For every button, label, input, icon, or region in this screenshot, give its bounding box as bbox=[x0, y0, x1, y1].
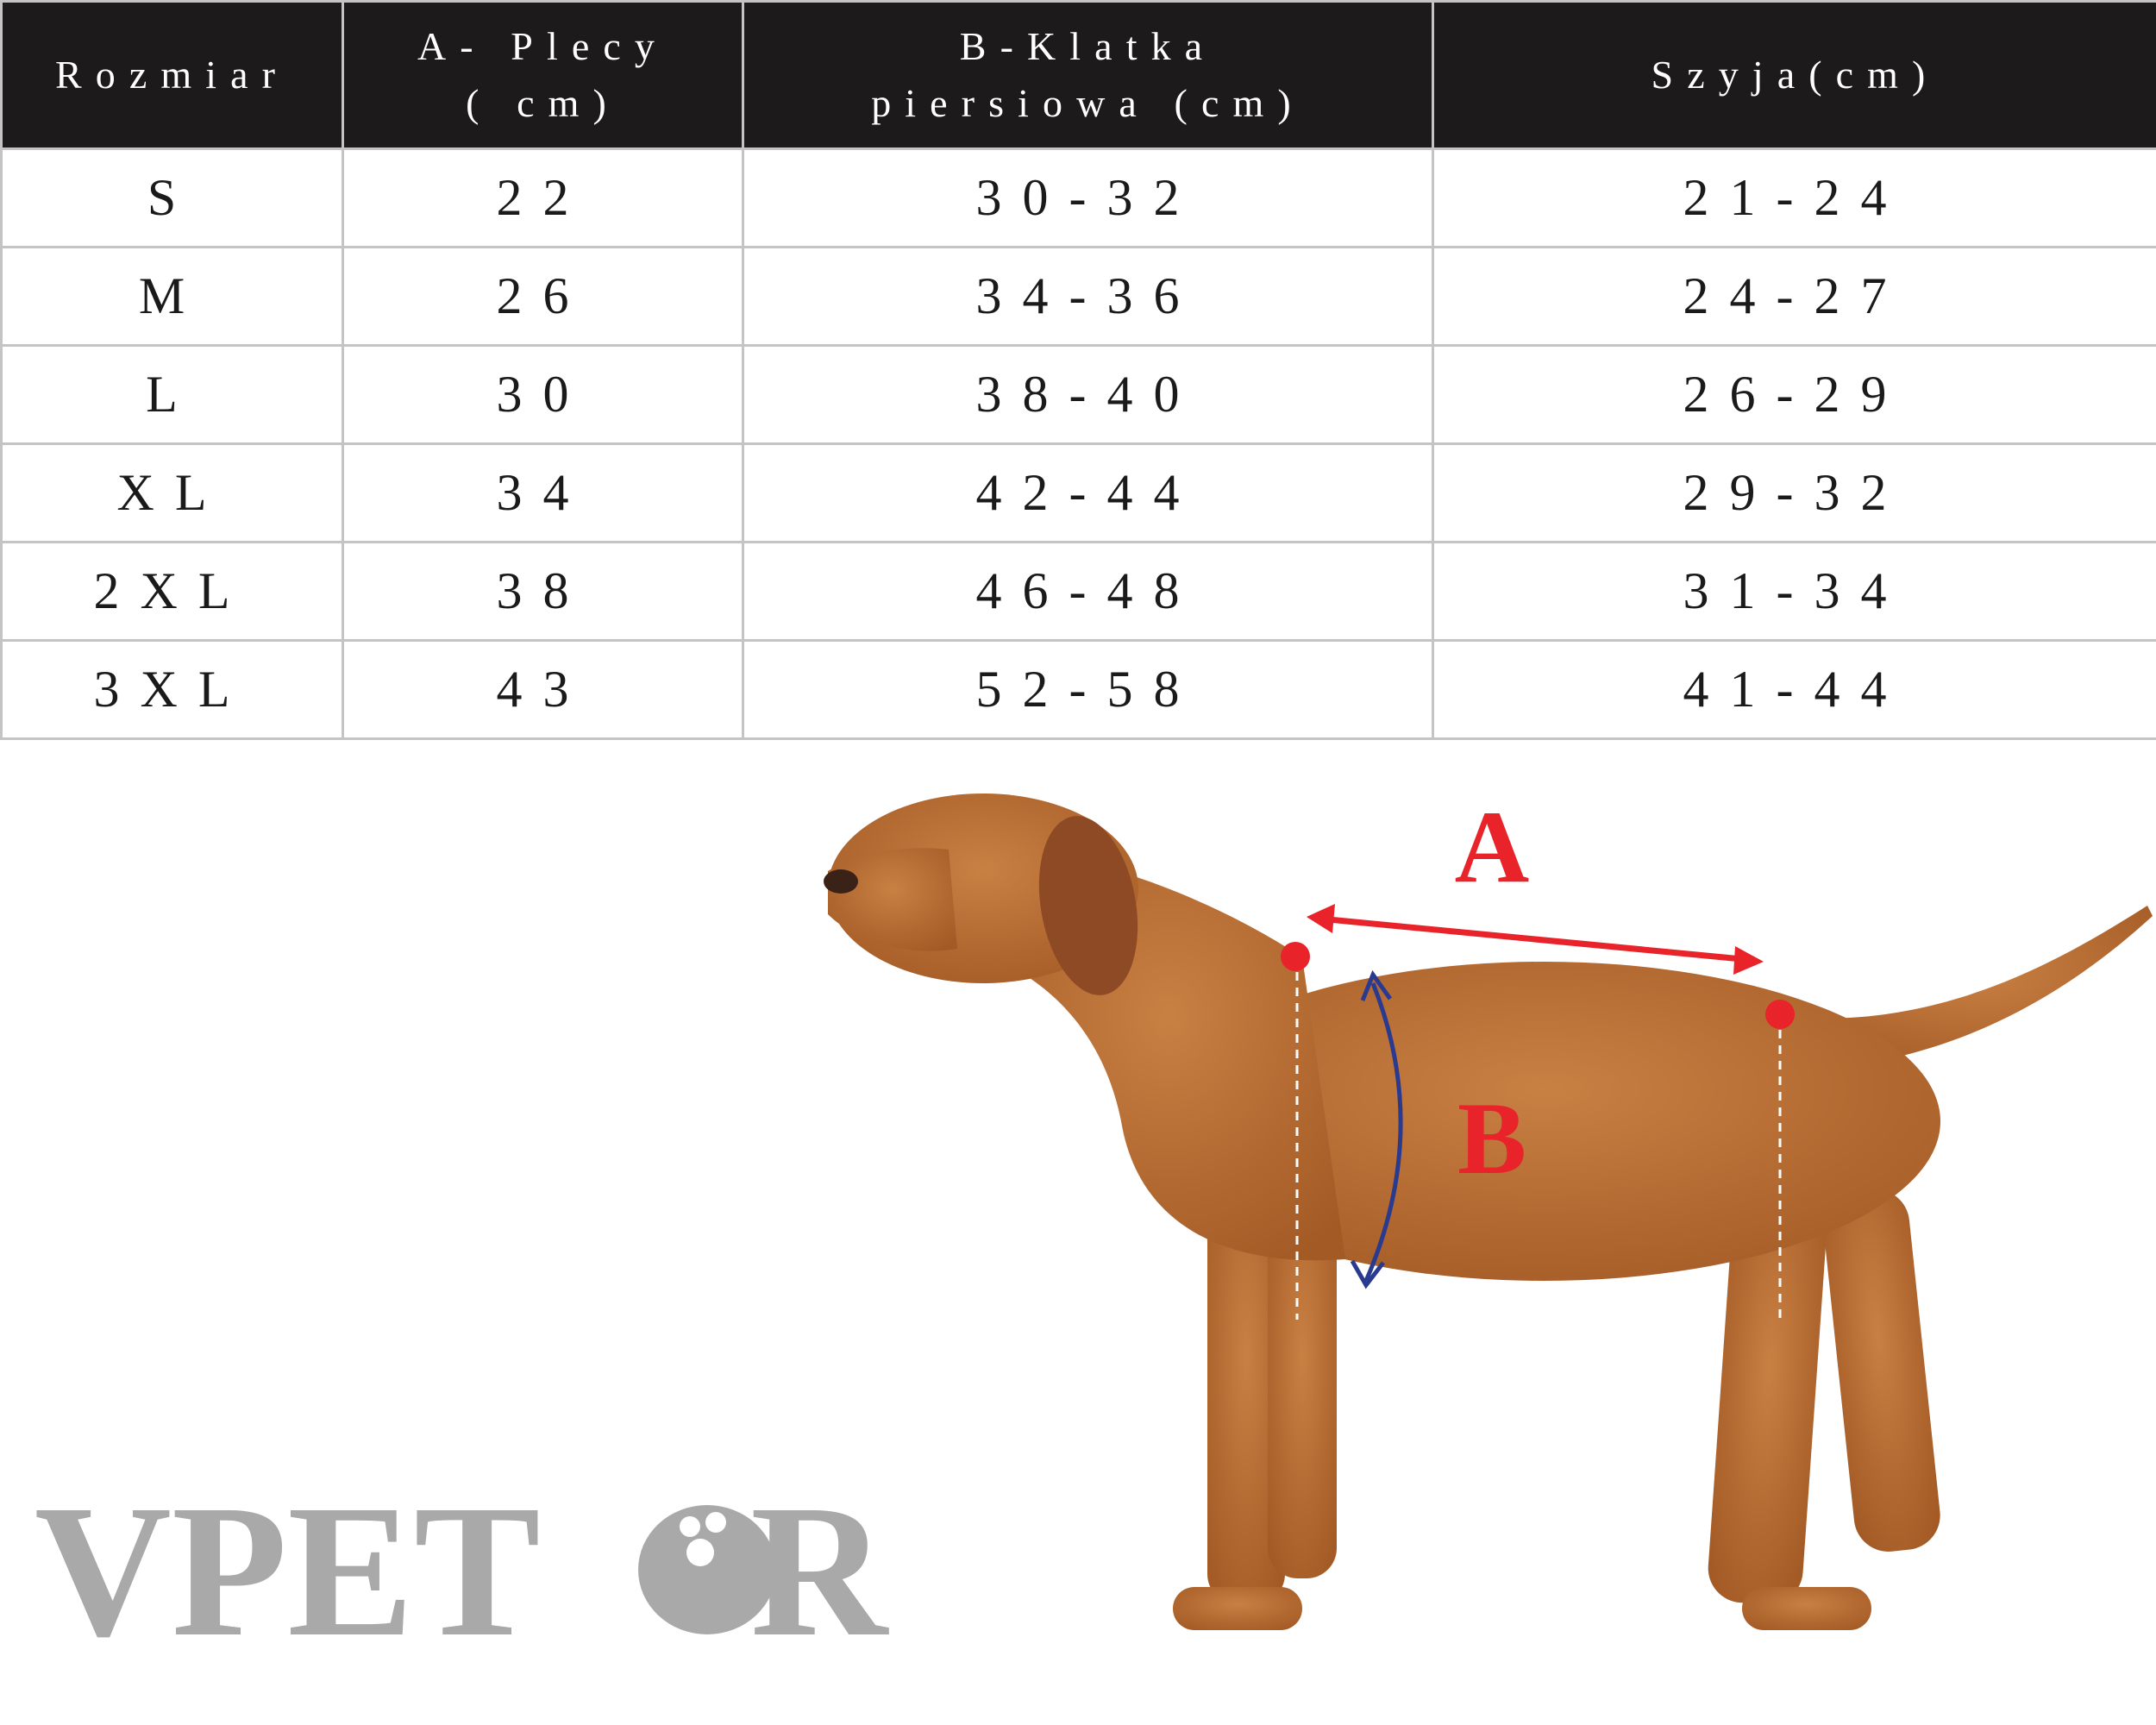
table-cell: 41-44 bbox=[1432, 639, 2156, 740]
logo-icon bbox=[638, 1505, 776, 1634]
table-cell: 30 bbox=[342, 344, 744, 445]
table-cell: 24-27 bbox=[1432, 246, 2156, 347]
table-cell: L bbox=[0, 344, 344, 445]
table-cell: M bbox=[0, 246, 344, 347]
dog-diagram: A B VPET R bbox=[34, 789, 2153, 1676]
table-cell: 34-36 bbox=[742, 246, 1434, 347]
table-cell: 22 bbox=[342, 147, 744, 248]
arrow-a bbox=[1307, 904, 1764, 975]
label-a: A bbox=[1455, 789, 1530, 904]
arrow-b bbox=[1363, 982, 1403, 1282]
header-cell: Rozmiar bbox=[0, 0, 344, 150]
table-cell: 30-32 bbox=[742, 147, 1434, 248]
table-cell: 43 bbox=[342, 639, 744, 740]
table-cell: 26 bbox=[342, 246, 744, 347]
logo-text: R bbox=[750, 1465, 889, 1676]
header-line: Szyja(cm) bbox=[1651, 53, 1940, 97]
header-row: Rozmiar A- Plecy ( cm) B-Klatka piersiowa (c… bbox=[0, 0, 2156, 150]
table-cell: 38-40 bbox=[742, 344, 1434, 445]
header-line: A- Plecy bbox=[417, 24, 669, 68]
table-cell: S bbox=[0, 147, 344, 248]
header-line: ( cm) bbox=[466, 81, 620, 125]
header-cell: Szyja(cm) bbox=[1432, 0, 2156, 150]
table-cell: 52-58 bbox=[742, 639, 1434, 740]
label-b: B bbox=[1457, 1081, 1526, 1195]
table-cell: 26-29 bbox=[1432, 344, 2156, 445]
table-row: 2XL 38 46-48 31-34 bbox=[0, 541, 2156, 642]
table-cell: XL bbox=[0, 442, 344, 543]
dog bbox=[824, 794, 2153, 1630]
header-line: piersiowa (cm) bbox=[871, 81, 1305, 125]
table-cell: 21-24 bbox=[1432, 147, 2156, 248]
logo: VPET R bbox=[34, 1465, 889, 1676]
table-body: S 22 30-32 21-24 M 26 34-36 24-27 L 30 38-40 26-29 X… bbox=[0, 147, 2156, 740]
logo-text: VPET bbox=[34, 1465, 541, 1676]
arrow-head bbox=[1360, 969, 1393, 1001]
point bbox=[1281, 942, 1310, 971]
table-row: S 22 30-32 21-24 bbox=[0, 147, 2156, 248]
table-cell: 31-34 bbox=[1432, 541, 2156, 642]
table-row: M 26 34-36 24-27 bbox=[0, 246, 2156, 347]
point bbox=[1765, 1000, 1795, 1029]
table-cell: 3XL bbox=[0, 639, 344, 740]
table-row: 3XL 43 52-58 41-44 bbox=[0, 639, 2156, 740]
table-cell: 34 bbox=[342, 442, 744, 543]
header-cell: A- Plecy ( cm) bbox=[342, 0, 744, 150]
header-line: B-Klatka bbox=[959, 24, 1217, 68]
header-cell: B-Klatka piersiowa (cm) bbox=[742, 0, 1434, 150]
table-cell: 38 bbox=[342, 541, 744, 642]
table-row: L 30 38-40 26-29 bbox=[0, 344, 2156, 445]
table-cell: 42-44 bbox=[742, 442, 1434, 543]
table-cell: 46-48 bbox=[742, 541, 1434, 642]
header-line: Rozmiar bbox=[54, 53, 290, 97]
size-table: Rozmiar A- Plecy ( cm) B-Klatka piersiowa (c… bbox=[0, 0, 2156, 740]
table-cell: 29-32 bbox=[1432, 442, 2156, 543]
arrow-head bbox=[1350, 1259, 1385, 1289]
table-cell: 2XL bbox=[0, 541, 344, 642]
table-row: XL 34 42-44 29-32 bbox=[0, 442, 2156, 543]
